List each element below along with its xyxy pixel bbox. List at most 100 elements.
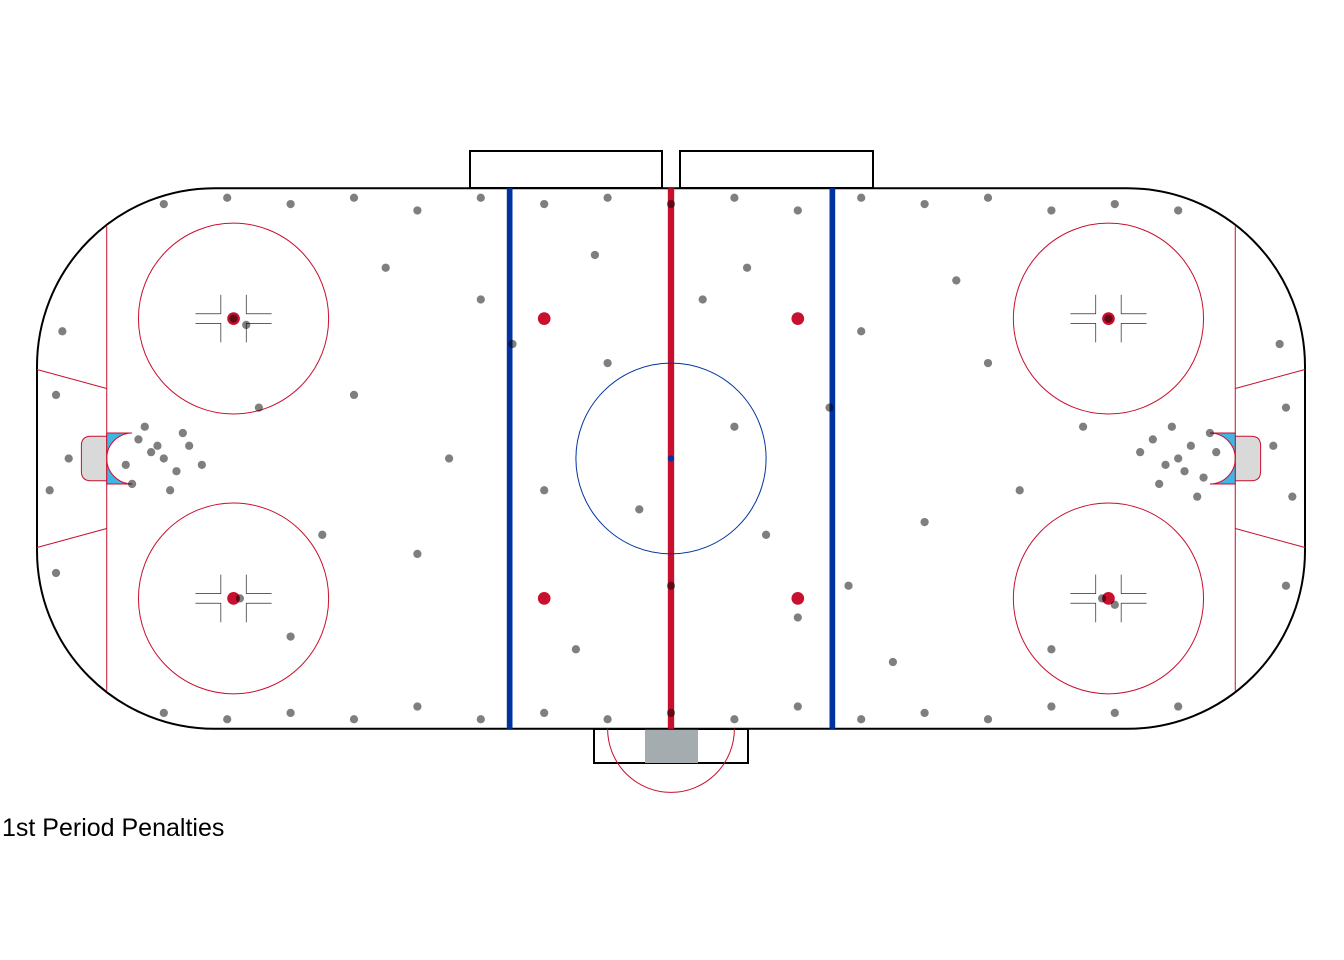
penalty-point (318, 530, 327, 539)
penalty-point (413, 702, 422, 711)
penalty-point (286, 199, 295, 209)
penalty-point (197, 460, 206, 469)
penalty-point (1193, 492, 1202, 501)
penalty-point (635, 505, 644, 514)
penalty-point (1212, 448, 1221, 457)
penalty-point (159, 199, 168, 209)
penalty-point (603, 193, 612, 202)
hash-mark (195, 603, 220, 622)
penalty-point (1174, 454, 1183, 463)
right-crease (1210, 433, 1235, 484)
penalty-point (825, 403, 834, 412)
penalty-point (844, 581, 853, 590)
penalty-point (476, 715, 485, 724)
penalty-point (952, 276, 961, 285)
penalty-point (1136, 448, 1145, 457)
penalty-point (166, 486, 175, 495)
hash-mark (1121, 295, 1146, 314)
penalty-point (349, 715, 359, 724)
penalty-point (983, 715, 993, 724)
penalty-point (983, 358, 993, 368)
right-net (1235, 436, 1260, 481)
penalty-point (223, 715, 232, 724)
penalty-point (666, 199, 676, 209)
hash-mark (195, 575, 220, 594)
penalty-point (159, 454, 168, 463)
penalty-point (857, 327, 866, 336)
penalty-point (730, 422, 739, 431)
faceoff-dot (1102, 592, 1115, 605)
faceoff-circle-top-right (1013, 223, 1203, 414)
left-blue-line (506, 188, 513, 729)
hash-mark (246, 295, 271, 314)
penalty-point (1047, 206, 1056, 215)
left-net (81, 436, 106, 481)
penalty-point (540, 708, 549, 718)
penalty-point (178, 428, 187, 438)
penalty-point (742, 263, 752, 272)
neutral-dot (791, 312, 805, 325)
hash-mark (1070, 575, 1095, 594)
penalty-point (1097, 594, 1107, 603)
away-bench (679, 150, 874, 189)
penalty-point (540, 199, 549, 209)
penalty-point (254, 403, 264, 412)
penalty-point (1047, 702, 1056, 711)
left-crease (107, 433, 132, 484)
penalty-point (1161, 460, 1170, 469)
penalty-point (1104, 314, 1113, 323)
penalty-point (121, 460, 130, 469)
penalty-point (1205, 428, 1215, 438)
penalty-point (45, 486, 54, 495)
neutral-dot (537, 312, 551, 325)
referee-crease (608, 729, 735, 793)
penalty-point (761, 530, 771, 539)
penalty-point (476, 295, 485, 304)
penalty-point (590, 250, 600, 260)
penalty-point (134, 435, 143, 444)
penalty-point (1174, 702, 1183, 711)
penalty-point (235, 594, 245, 603)
penalty-point (920, 708, 929, 718)
scorekeeper-box (645, 729, 698, 763)
right-trapezoid (1235, 369, 1305, 547)
penalty-point (349, 390, 359, 400)
penalty-point (242, 320, 251, 330)
penalty-point (1288, 492, 1297, 501)
penalty-point (1186, 441, 1196, 450)
penalty-point (1110, 708, 1119, 718)
penalty-point (1015, 486, 1024, 495)
hash-mark (1070, 603, 1095, 622)
penalty-point (698, 295, 707, 304)
penalty-point (888, 657, 898, 667)
penalty-point (920, 517, 929, 527)
penalty-point (286, 708, 295, 718)
hash-mark (246, 603, 271, 622)
home-bench (469, 150, 663, 189)
penalty-point (349, 193, 359, 202)
penalty-point (223, 193, 232, 202)
penalty-point (172, 467, 181, 476)
penalty-point (1180, 467, 1189, 476)
penalty-point (1281, 581, 1291, 590)
penalty-point (381, 263, 390, 272)
penalty-point (1047, 645, 1056, 654)
penalty-point (146, 448, 156, 457)
penalty-point (571, 645, 581, 654)
penalty-point (413, 549, 422, 559)
penalty-point (1275, 339, 1284, 349)
penalty-point (51, 568, 61, 578)
penalty-point (666, 581, 676, 590)
right-blue-line (829, 188, 836, 729)
penalty-point (159, 708, 168, 718)
penalty-point (983, 193, 993, 202)
penalty-point (603, 358, 612, 368)
center-dot (667, 455, 675, 462)
penalty-point (857, 715, 866, 724)
neutral-dot (537, 592, 551, 605)
penalty-point (508, 339, 517, 349)
penalty-point (793, 702, 802, 711)
penalty-point (1155, 479, 1164, 489)
neutral-dot (791, 592, 805, 605)
